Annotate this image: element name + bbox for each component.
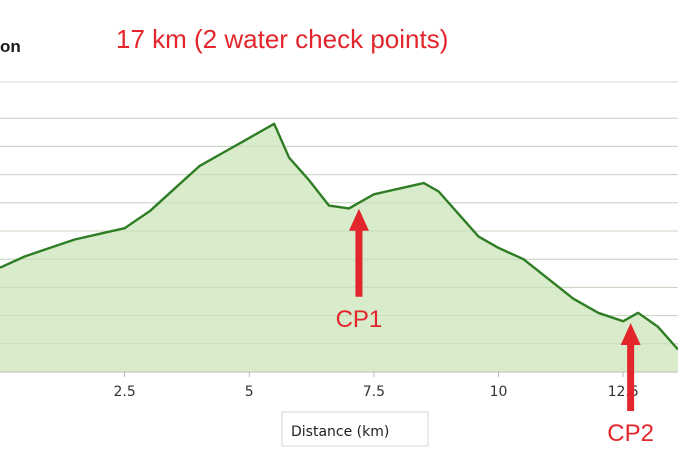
checkpoint-label: CP1 [336,306,383,333]
checkpoint-annotations: CP1 CP2 [336,208,654,447]
plot-area: 2.5 5 7.5 10 12.5 [0,90,678,400]
legend-label-fragment: on [0,37,21,56]
title-bar-border [0,0,678,83]
checkpoint-arrow-head [620,323,641,346]
checkpoint-arrow-head [348,208,369,231]
x-tick-label: 10 [490,384,508,400]
x-axis-title: Distance (km) [291,424,389,440]
x-tick-label: 2.5 [113,384,135,400]
x-tick-label: 5 [245,384,254,400]
route-headline: 17 km (2 water check points) [116,24,448,54]
x-axis-title-box [281,411,429,447]
checkpoint-label: CP2 [607,420,654,447]
x-tick-label: 7.5 [363,384,385,400]
elevation-area [0,123,678,372]
elevation-line [0,122,678,351]
